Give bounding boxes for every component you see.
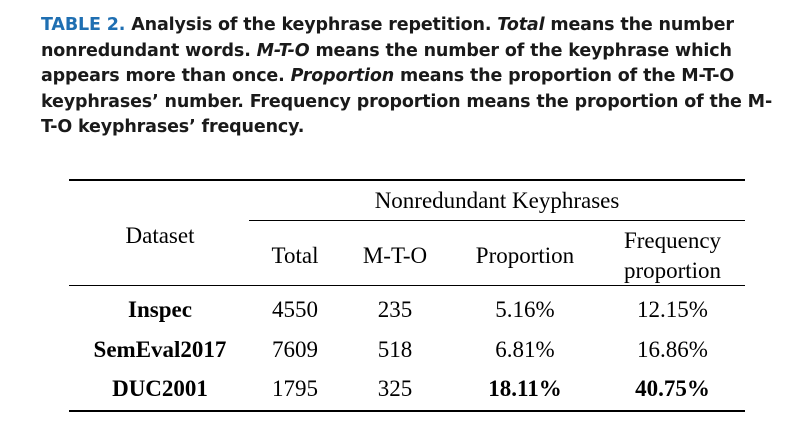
caption-term-mto: M-T-O — [256, 40, 310, 61]
row-total: 4550 — [272, 297, 318, 322]
group-header-rule — [249, 220, 745, 221]
row-proportion: 18.11% — [488, 376, 562, 401]
table-top-rule — [69, 179, 745, 181]
caption-text-1: Analysis of the keyphrase repetition. — [125, 15, 498, 35]
col-header-mto: M-T-O — [362, 243, 428, 268]
table-label: TABLE 2. — [41, 15, 126, 35]
col-header-total: Total — [271, 243, 319, 268]
row-dataset: DUC2001 — [112, 376, 208, 401]
table-bottom-rule — [69, 410, 745, 412]
caption-text-3: means the number of the keyphrase which … — [41, 40, 732, 87]
row-proportion: 5.16% — [495, 297, 555, 322]
caption-text-4: means the proportion of the M-T-O keyphr… — [41, 66, 773, 137]
row-freq-proportion: 40.75% — [635, 376, 710, 401]
header-bottom-rule — [69, 285, 745, 286]
col-header-proportion: Proportion — [475, 243, 575, 268]
row-mto: 325 — [377, 376, 413, 401]
table-caption: TABLE 2. Analysis of the keyphrase repet… — [41, 13, 781, 141]
row-proportion: 6.81% — [495, 337, 555, 362]
group-header: Nonredundant Keyphrases — [374, 188, 620, 213]
row-mto: 518 — [377, 337, 413, 362]
row-dataset: Inspec — [128, 297, 192, 322]
caption-text-2: means the number nonredundant words. — [41, 15, 734, 61]
dataset-header: Dataset — [125, 223, 195, 248]
row-mto: 235 — [377, 297, 413, 322]
row-freq-proportion: 16.86% — [637, 337, 708, 362]
row-dataset: SemEval2017 — [93, 337, 227, 362]
col-header-frequency-proportion: proportion — [623, 258, 722, 283]
row-total: 1795 — [272, 376, 318, 401]
caption-term-proportion: Proportion — [290, 66, 395, 86]
col-header-frequency: Frequency — [623, 228, 722, 253]
row-total: 7609 — [272, 337, 318, 362]
row-freq-proportion: 12.15% — [637, 297, 708, 322]
caption-term-total: Total — [497, 15, 545, 35]
